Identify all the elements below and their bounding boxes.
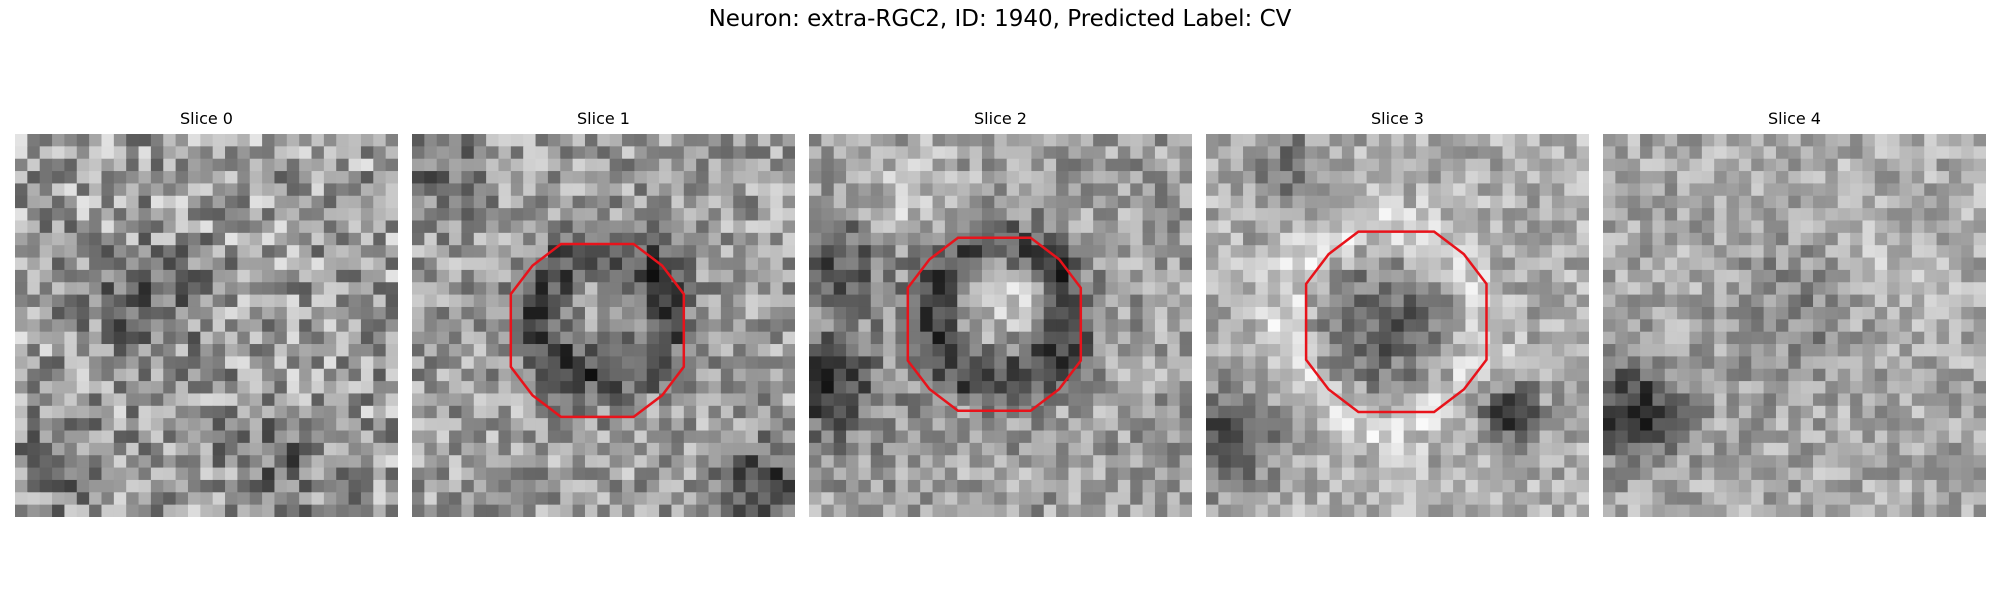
slice-panel-3: Slice 3 (1206, 108, 1589, 517)
pixel-grid (412, 134, 795, 517)
slice-image (1603, 134, 1986, 517)
slice-image-svg (1206, 134, 1589, 517)
pixel-grid (809, 134, 1192, 517)
pixel-grid (1603, 134, 1986, 517)
slice-panel-1: Slice 1 (412, 108, 795, 517)
pixel-grid (15, 134, 398, 517)
slice-image-svg (809, 134, 1192, 517)
slice-title: Slice 4 (1768, 109, 1821, 128)
figure-title: Neuron: extra-RGC2, ID: 1940, Predicted … (708, 6, 1292, 32)
slice-image (1206, 134, 1589, 517)
slice-panel-4: Slice 4 (1603, 108, 1986, 517)
slice-image (412, 134, 795, 517)
cell-outline (1304, 230, 1488, 414)
slice-image (809, 134, 1192, 517)
slice-image (15, 134, 398, 517)
pixel-grid (1206, 134, 1589, 517)
slice-title: Slice 3 (1371, 109, 1424, 128)
cell-outline (906, 236, 1083, 412)
cell-outline (509, 242, 686, 419)
slice-image-svg (412, 134, 795, 517)
slice-image-svg (15, 134, 398, 517)
slice-title: Slice 1 (577, 109, 630, 128)
slice-title: Slice 0 (180, 109, 233, 128)
slice-image-svg (1603, 134, 1986, 517)
slice-title: Slice 2 (974, 109, 1027, 128)
slice-panel-2: Slice 2 (809, 108, 1192, 517)
slice-panel-0: Slice 0 (15, 108, 398, 517)
